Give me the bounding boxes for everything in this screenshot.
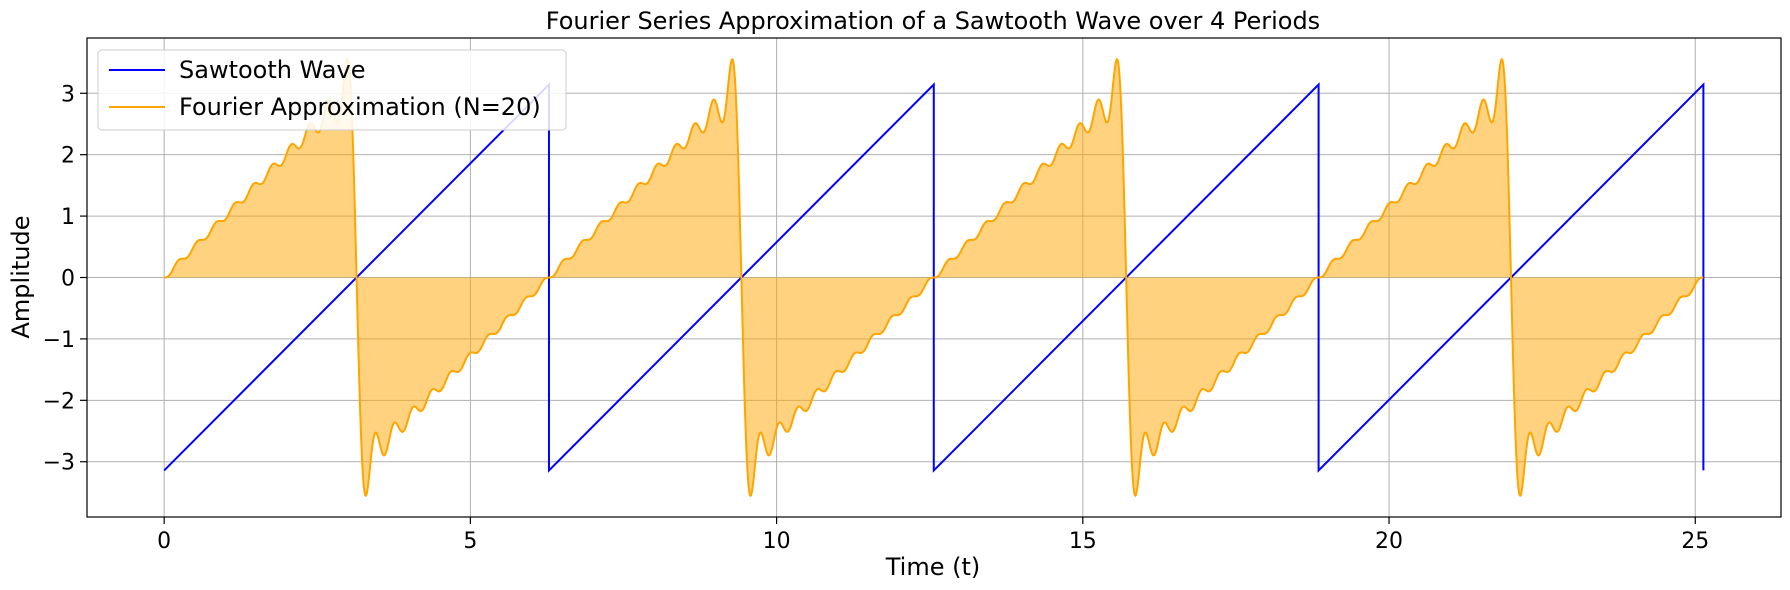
x-tick-label: 10 bbox=[763, 529, 791, 554]
legend-label-sawtooth: Sawtooth Wave bbox=[179, 56, 365, 84]
y-tick-label: −1 bbox=[43, 328, 75, 353]
fourier-fill-area bbox=[164, 59, 1704, 496]
fourier-fill bbox=[164, 59, 1704, 496]
ticks: 0 5 10 15 20 25 −3 −2 −1 0 1 2 3 bbox=[43, 82, 1710, 554]
y-tick-label: −3 bbox=[43, 451, 75, 476]
y-tick-label: 0 bbox=[61, 267, 75, 292]
y-tick-label: 2 bbox=[61, 144, 75, 169]
series-line-fourier bbox=[164, 57, 1704, 498]
x-tick-label: 15 bbox=[1069, 529, 1097, 554]
legend-box bbox=[97, 49, 567, 131]
series-line-sawtooth bbox=[163, 82, 1705, 473]
legend-label-fourier: Fourier Approximation (N=20) bbox=[179, 93, 541, 121]
chart-title: Fourier Series Approximation of a Sawtoo… bbox=[546, 7, 1320, 35]
series-layer bbox=[163, 57, 1705, 498]
y-tick-label: −2 bbox=[43, 389, 75, 414]
y-axis-label: Amplitude bbox=[7, 216, 35, 339]
x-tick-label: 5 bbox=[463, 529, 477, 554]
x-tick-label: 20 bbox=[1375, 529, 1403, 554]
x-tick-label: 25 bbox=[1681, 529, 1709, 554]
x-tick-label: 0 bbox=[157, 529, 171, 554]
y-tick-label: 3 bbox=[61, 82, 75, 107]
legend: Sawtooth Wave Fourier Approximation (N=2… bbox=[97, 49, 567, 131]
x-axis-label: Time (t) bbox=[885, 553, 981, 581]
y-tick-label: 1 bbox=[61, 205, 75, 230]
